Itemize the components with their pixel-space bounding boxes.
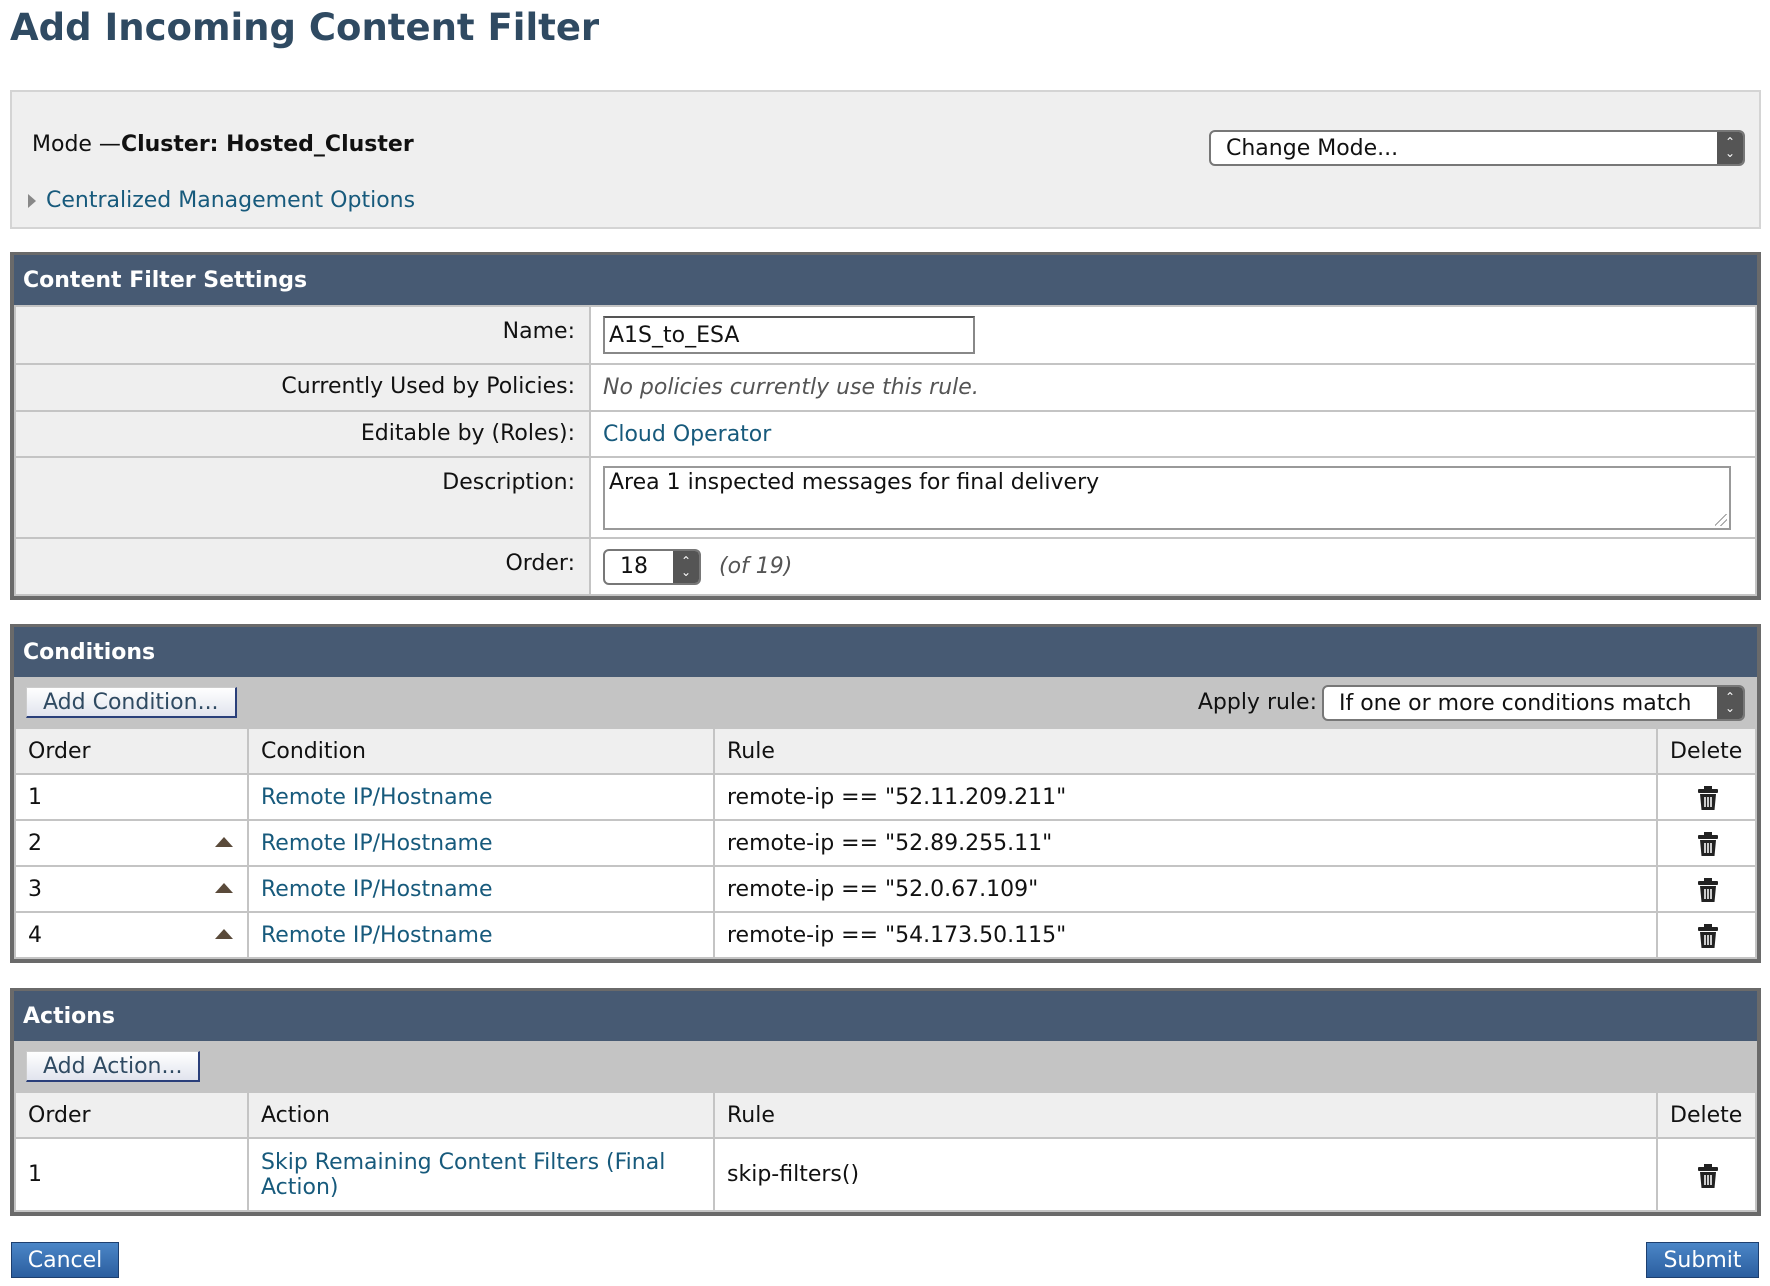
select-arrows-icon: ⌃ ⌄: [673, 550, 699, 583]
col-action: Action: [247, 1091, 715, 1139]
order-select[interactable]: 18 ⌃ ⌄: [603, 548, 701, 585]
centralized-management-toggle[interactable]: Centralized Management Options: [28, 188, 415, 213]
name-value: A1S_to_ESA: [609, 322, 740, 348]
action-link[interactable]: Skip Remaining Content Filters (Final Ac…: [261, 1149, 666, 1200]
mode-label: Mode —Cluster: Hosted_Cluster: [32, 132, 414, 157]
action-row: 1 Skip Remaining Content Filters (Final A…: [14, 1137, 1757, 1212]
add-condition-button[interactable]: Add Condition...: [26, 687, 237, 718]
condition-row: 1 Remote IP/Hostname remote-ip == "52.11.2…: [14, 773, 1757, 821]
condition-link[interactable]: Remote IP/Hostname: [261, 830, 493, 856]
roles-label: Editable by (Roles):: [14, 410, 591, 458]
condition-row: 3 Remote IP/Hostname remote-ip == "52.0.67…: [14, 865, 1757, 913]
used-label: Currently Used by Policies:: [14, 363, 591, 412]
page-title: Add Incoming Content Filter: [10, 6, 600, 49]
content-filter-settings: Content Filter Settings Name: A1S_to_ESA …: [10, 252, 1761, 600]
mode-panel: Mode —Cluster: Hosted_Cluster Change Mod…: [10, 90, 1761, 229]
name-label: Name:: [14, 305, 591, 365]
order-value: 18: [620, 554, 648, 579]
select-arrows-icon: ⌃ ⌄: [1717, 132, 1743, 164]
trash-icon[interactable]: [1696, 1163, 1718, 1188]
rule-value: skip-filters(): [713, 1137, 1658, 1212]
condition-link[interactable]: Remote IP/Hostname: [261, 922, 493, 948]
cancel-button[interactable]: Cancel: [11, 1242, 119, 1278]
col-condition: Condition: [247, 727, 715, 775]
conditions-toolbar: Add Condition... Apply rule: If one or m…: [14, 677, 1757, 727]
move-up-icon[interactable]: [215, 929, 233, 939]
col-delete: Delete: [1656, 727, 1757, 775]
condition-row: 2 Remote IP/Hostname remote-ip == "52.89.2…: [14, 819, 1757, 867]
roles-link[interactable]: Cloud Operator: [603, 421, 772, 447]
order-of: (of 19): [719, 554, 793, 579]
trash-icon[interactable]: [1696, 785, 1718, 810]
submit-button[interactable]: Submit: [1646, 1242, 1759, 1278]
trash-icon[interactable]: [1696, 831, 1718, 856]
col-order: Order: [14, 727, 249, 775]
trash-icon[interactable]: [1696, 877, 1718, 902]
apply-rule-label: Apply rule:: [1197, 690, 1317, 715]
apply-rule-select[interactable]: If one or more conditions match ⌃ ⌄: [1322, 685, 1745, 721]
actions-section: Actions Add Action... Order Action Rule Del…: [10, 988, 1761, 1216]
centralized-management-link[interactable]: Centralized Management Options: [46, 188, 416, 213]
order-value: 4: [28, 922, 42, 948]
order-label: Order:: [14, 537, 591, 596]
col-rule: Rule: [713, 1091, 1658, 1139]
rule-value: remote-ip == "52.11.209.211": [713, 773, 1658, 821]
trash-icon[interactable]: [1696, 923, 1718, 948]
condition-link[interactable]: Remote IP/Hostname: [261, 784, 493, 810]
add-action-button[interactable]: Add Action...: [26, 1051, 201, 1082]
actions-toolbar: Add Action...: [14, 1041, 1757, 1091]
move-up-icon[interactable]: [215, 837, 233, 847]
rule-value: remote-ip == "52.89.255.11": [713, 819, 1658, 867]
order-value: 3: [28, 876, 42, 902]
move-up-icon[interactable]: [215, 883, 233, 893]
select-arrows-icon: ⌃ ⌄: [1717, 687, 1743, 719]
conditions-section: Conditions Add Condition... Apply rule: …: [10, 624, 1761, 963]
mode-value: Cluster: Hosted_Cluster: [120, 132, 414, 157]
name-input[interactable]: A1S_to_ESA: [603, 316, 975, 354]
order-value: 2: [28, 830, 42, 856]
expand-triangle-icon: [28, 193, 36, 208]
col-delete: Delete: [1656, 1091, 1757, 1139]
settings-header: Content Filter Settings: [14, 255, 1757, 305]
col-order: Order: [14, 1091, 249, 1139]
order-value: 1: [28, 1162, 42, 1187]
change-mode-select[interactable]: Change Mode... ⌃ ⌄: [1209, 130, 1745, 166]
col-rule: Rule: [713, 727, 1658, 775]
actions-header: Actions: [14, 991, 1757, 1041]
apply-rule-value: If one or more conditions match: [1339, 690, 1692, 716]
conditions-header: Conditions: [14, 627, 1757, 677]
description-label: Description:: [14, 456, 591, 539]
order-value: 1: [28, 784, 42, 810]
condition-link[interactable]: Remote IP/Hostname: [261, 876, 493, 902]
description-textarea[interactable]: Area 1 inspected messages for final deli…: [603, 465, 1731, 530]
change-mode-value: Change Mode...: [1226, 135, 1399, 161]
description-value: Area 1 inspected messages for final deli…: [609, 469, 1100, 495]
rule-value: remote-ip == "52.0.67.109": [713, 865, 1658, 913]
mode-prefix: Mode —: [32, 132, 121, 157]
condition-row: 4 Remote IP/Hostname remote-ip == "54.173.…: [14, 911, 1757, 959]
rule-value: remote-ip == "54.173.50.115": [713, 911, 1658, 959]
used-value: No policies currently use this rule.: [589, 363, 1757, 412]
